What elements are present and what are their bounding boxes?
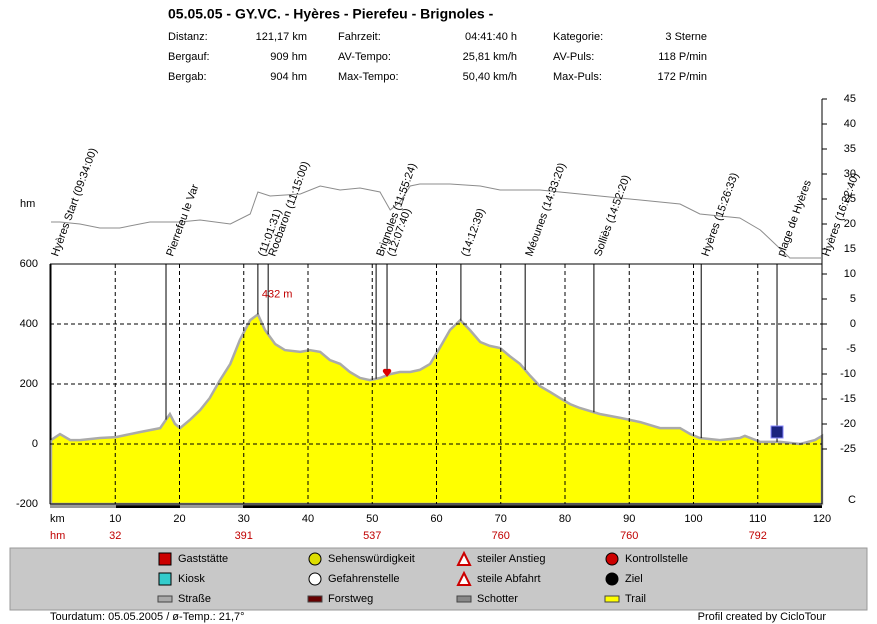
x-tick-label: 10 (109, 513, 121, 525)
x-tick-label: 20 (173, 513, 185, 525)
legend-icon (456, 570, 472, 586)
legend-swatch (604, 595, 620, 603)
stat-value: 904 hm (270, 71, 307, 83)
legend-label: Gefahrenstelle (328, 573, 400, 585)
stat-value: 50,40 km/h (463, 71, 517, 83)
stat-label: AV-Puls: (553, 51, 594, 63)
x-tick-label: 50 (366, 513, 378, 525)
footer-left: Tourdatum: 05.05.2005 / ø-Temp.: 21,7° (50, 611, 245, 623)
waypoint-label: plage de Hyères (775, 178, 814, 258)
y-tick-label: 200 (20, 378, 38, 390)
y2-tick-label: -25 (840, 443, 856, 455)
climb-value: 792 (749, 530, 767, 542)
climb-value: 32 (109, 530, 121, 542)
y-axis-label: hm (20, 198, 35, 210)
title: 05.05.05 - GY.VC. - Hyères - Pierefeu - … (168, 6, 494, 22)
x-tick-label: 120 (813, 513, 831, 525)
stat-value: 172 P/min (657, 71, 707, 83)
stat-label: Distanz: (168, 31, 208, 43)
stat-value: 118 P/min (658, 51, 707, 63)
legend-label: Kiosk (178, 573, 205, 585)
legend-icon (308, 552, 322, 566)
legend-box (9, 547, 868, 611)
legend-label: steiler Anstieg (477, 553, 545, 565)
y2-tick-label: -5 (846, 343, 856, 355)
y2-tick-label: 30 (844, 168, 856, 180)
legend-label: Ziel (625, 573, 643, 585)
stat-label: Kategorie: (553, 31, 603, 43)
climb-value: 537 (363, 530, 381, 542)
y2-tick-label: 25 (844, 193, 856, 205)
legend-label: Schotter (477, 593, 518, 605)
beach-icon (770, 425, 784, 439)
legend-swatch (157, 595, 173, 603)
surface-bar (50, 504, 822, 508)
legend-icon (158, 572, 172, 586)
stat-label: AV-Tempo: (338, 51, 391, 63)
stat-value: 121,17 km (256, 31, 307, 43)
legend-label: Trail (625, 593, 646, 605)
legend-label: Forstweg (328, 593, 373, 605)
x-tick-label: 90 (623, 513, 635, 525)
y2-tick-label: 35 (844, 143, 856, 155)
temperature-line (51, 183, 822, 259)
y2-tick-label: 0 (850, 318, 856, 330)
y2-tick-label: 40 (844, 118, 856, 130)
x-axis-label: km (50, 513, 65, 525)
x-tick-label: 100 (684, 513, 702, 525)
y2-tick-label: -10 (840, 368, 856, 380)
legend-label: Kontrollstelle (625, 553, 688, 565)
legend-icon (158, 552, 172, 566)
y-tick-label: 600 (20, 258, 38, 270)
x-tick-label: 30 (238, 513, 250, 525)
waypoint-label: Hyères Start (09:34:00) (49, 146, 99, 258)
x-tick-label: 80 (559, 513, 571, 525)
stat-value: 04:41:40 h (465, 31, 517, 43)
stat-label: Bergab: (168, 71, 207, 83)
legend-icon (456, 550, 472, 566)
legend-swatch (307, 595, 323, 603)
y2-tick-label: 15 (844, 243, 856, 255)
x-tick-label: 70 (495, 513, 507, 525)
legend-label: Straße (178, 593, 211, 605)
x-tick-label: 60 (430, 513, 442, 525)
stat-value: 25,81 km/h (463, 51, 517, 63)
stat-value: 909 hm (270, 51, 307, 63)
y2-tick-label: -15 (840, 393, 856, 405)
y2-tick-label: 45 (844, 93, 856, 105)
y2-tick-label: 10 (844, 268, 856, 280)
waypoint-label: Solliès (14:52:20) (592, 173, 633, 258)
stat-label: Max-Puls: (553, 71, 602, 83)
stat-label: Fahrzeit: (338, 31, 381, 43)
legend-icon (308, 572, 322, 586)
legend-label: Gaststätte (178, 553, 228, 565)
climb-value: 391 (235, 530, 253, 542)
y-tick-label: 400 (20, 318, 38, 330)
stat-label: Max-Tempo: (338, 71, 399, 83)
stat-value: 3 Sterne (665, 31, 707, 43)
legend-icon (605, 552, 619, 566)
annotation: 432 m (262, 288, 293, 300)
climb-label: hm (50, 530, 65, 542)
x-tick-label: 110 (749, 513, 767, 525)
climb-value: 760 (492, 530, 510, 542)
stat-label: Bergauf: (168, 51, 210, 63)
y-tick-label: -200 (16, 498, 38, 510)
footer-right: Profil created by CicloTour (698, 611, 827, 623)
legend-label: steile Abfahrt (477, 573, 541, 585)
legend-label: Sehenswürdigkeit (328, 553, 415, 565)
x-tick-label: 40 (302, 513, 314, 525)
y2-axis-label: C (848, 494, 856, 506)
climb-value: 760 (620, 530, 638, 542)
legend-icon (605, 572, 619, 586)
y-tick-label: 0 (32, 438, 38, 450)
y2-tick-label: -20 (840, 418, 856, 430)
y2-tick-label: 5 (850, 293, 856, 305)
y2-tick-label: 20 (844, 218, 856, 230)
waypoint-label: (14:12:39) (459, 207, 487, 258)
legend-swatch (456, 595, 472, 603)
waypoint-label: Méounes (14:33:20) (523, 161, 568, 258)
heart-icon (382, 368, 392, 377)
